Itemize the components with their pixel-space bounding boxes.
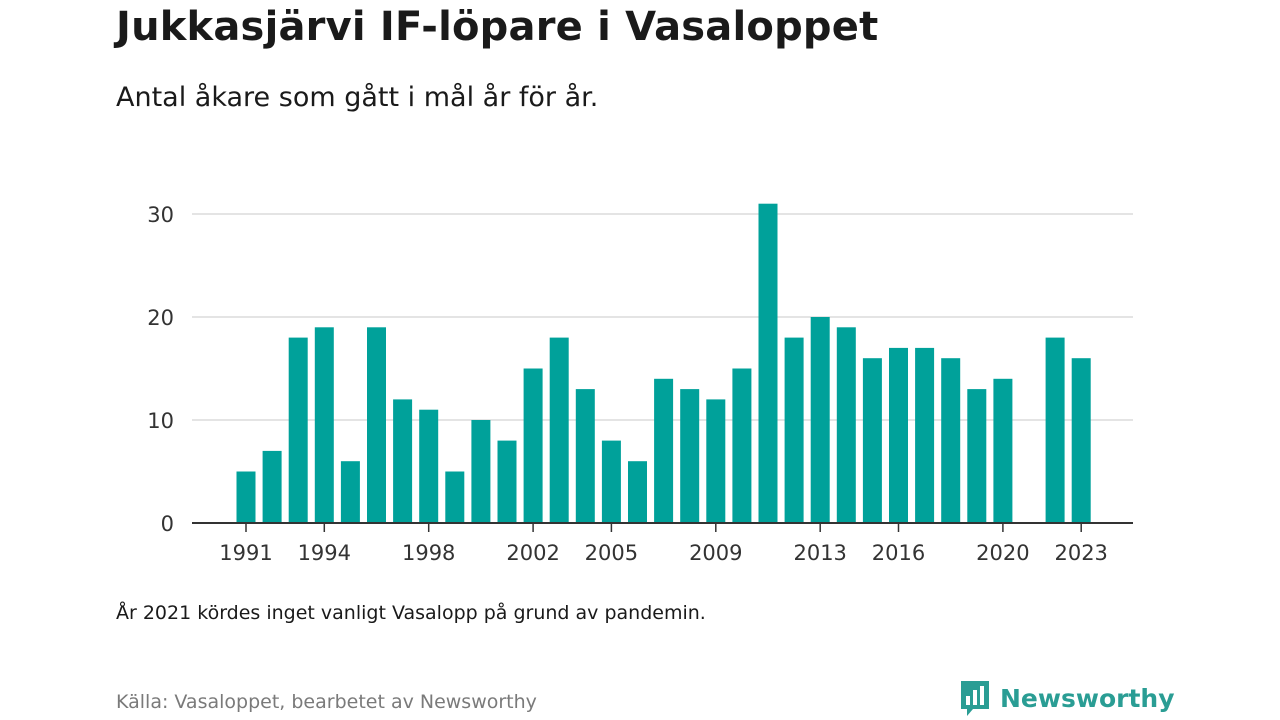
bar-2010 (732, 368, 752, 523)
y-tick-label: 30 (147, 203, 174, 227)
bar-2002 (523, 368, 543, 523)
chart-note: År 2021 kördes inget vanligt Vasalopp på… (116, 602, 706, 624)
x-tick-label: 2002 (506, 541, 559, 565)
bar-2006 (628, 461, 647, 523)
bar-1996 (367, 327, 386, 523)
chart-title: Jukkasjärvi IF-löpare i Vasaloppet (116, 4, 879, 50)
bar-2009 (706, 399, 726, 523)
bar-2003 (549, 337, 569, 523)
x-tick-label: 2005 (585, 541, 638, 565)
brand-name: Newsworthy (1000, 683, 1175, 713)
x-tick-label: 1998 (402, 541, 455, 565)
x-tick-label: 2016 (872, 541, 925, 565)
bar-2007 (654, 378, 674, 523)
x-axis-ticks: 1991 1994 1998 2002 2005 2009 2013 2016 2020 2023 (219, 523, 1108, 565)
bar-2020 (993, 378, 1013, 523)
x-tick-label: 2013 (793, 541, 846, 565)
bar-1992 (262, 450, 282, 523)
bar-2011 (758, 203, 778, 523)
x-tick-label: 1991 (219, 541, 272, 565)
chart-subtitle: Antal åkare som gått i mål år för år. (116, 82, 599, 113)
bar-series (236, 203, 1091, 523)
bar-1993 (288, 337, 308, 523)
bar-1998 (419, 409, 439, 523)
bar-2023 (1071, 358, 1091, 523)
bar-2015 (862, 358, 882, 523)
newsworthy-chart-icon (961, 681, 989, 716)
bar-2005 (601, 440, 621, 523)
bar-2022 (1045, 337, 1065, 523)
x-tick-label: 2009 (689, 541, 742, 565)
bar-2013 (810, 317, 830, 523)
bar-2000 (471, 420, 491, 523)
y-tick-label: 0 (161, 512, 174, 536)
bar-2019 (967, 389, 987, 523)
bar-1997 (393, 399, 413, 523)
bar-2016 (889, 347, 908, 523)
y-tick-label: 20 (147, 306, 174, 330)
y-axis-ticks: 0 10 20 30 (147, 203, 174, 536)
bar-1991 (236, 471, 256, 523)
newsworthy-logo: Newsworthy (958, 678, 1175, 718)
bar-2008 (680, 389, 700, 523)
bar-2017 (915, 347, 935, 523)
bar-1995 (340, 461, 360, 523)
bar-chart: 0 10 20 30 1991 1994 1998 2002 2005 2009 2013 2016… (147, 203, 1133, 565)
bar-2001 (497, 440, 517, 523)
x-tick-label: 1994 (298, 541, 351, 565)
bar-2012 (784, 337, 804, 523)
source-credit: Källa: Vasaloppet, bearbetet av Newswort… (116, 691, 537, 713)
y-tick-label: 10 (147, 409, 174, 433)
bar-2004 (575, 389, 595, 523)
x-tick-label: 2020 (976, 541, 1029, 565)
bar-1994 (314, 327, 334, 523)
bar-2014 (836, 327, 856, 523)
bar-2018 (941, 358, 961, 523)
bar-1999 (445, 471, 465, 523)
x-tick-label: 2023 (1054, 541, 1107, 565)
